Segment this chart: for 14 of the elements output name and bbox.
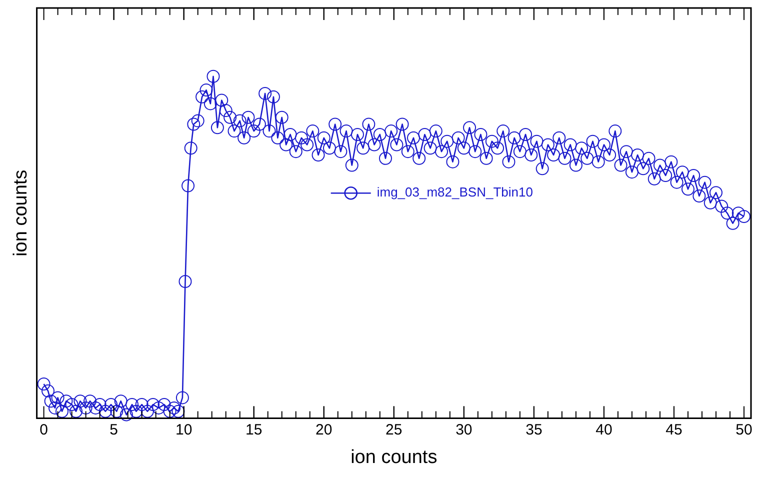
y-axis-title: ion counts	[10, 170, 32, 256]
x-tick-label: 35	[526, 421, 542, 438]
x-tick-label: 5	[110, 421, 118, 438]
x-axis-title: ion counts	[350, 446, 438, 468]
legend-label: img_03_m82_BSN_Tbin10	[376, 184, 533, 200]
x-tick-label: 25	[386, 421, 402, 438]
x-tick-label: 15	[246, 421, 262, 438]
x-tick-label: 45	[666, 421, 682, 438]
x-tick-label: 0	[40, 421, 48, 438]
x-tick-label: 50	[736, 421, 752, 438]
x-tick-label: 40	[596, 421, 612, 438]
x-tick-label: 10	[175, 421, 192, 438]
x-tick-label: 20	[316, 421, 332, 438]
x-tick-label: 30	[456, 421, 472, 438]
